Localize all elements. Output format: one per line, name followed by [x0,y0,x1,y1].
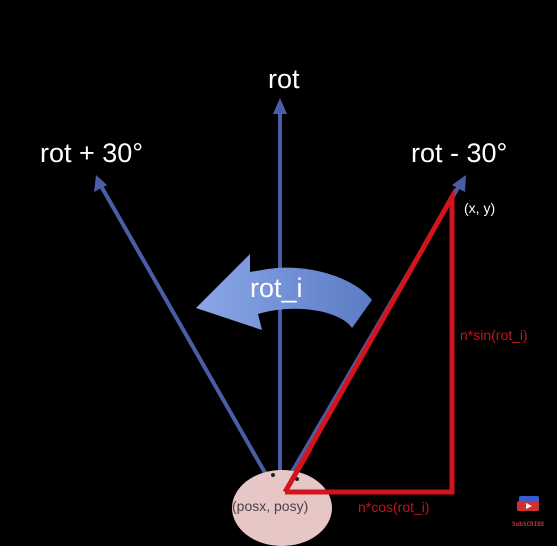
sin-label: n*sin(rot_i) [460,327,528,343]
red-triangle [280,187,455,495]
rot-i-label: rot_i [250,273,303,303]
point-label: (x, y) [464,200,496,216]
watermark-text: SubSCRIBE [512,521,545,528]
rotation-curved-arrow [196,254,372,330]
rot-plus-30-label: rot + 30° [40,138,144,168]
rot-label: rot [268,64,300,94]
cos-label: n*cos(rot_i) [358,499,430,515]
origin-label: (posx, posy) [232,498,309,514]
subscribe-watermark-icon[interactable] [513,493,545,529]
rot-plus-30-arrow [94,175,270,479]
origin-blob [232,470,332,546]
triangle-hyp-overlay [282,447,313,494]
rot-minus-30-label: rot - 30° [411,138,508,168]
